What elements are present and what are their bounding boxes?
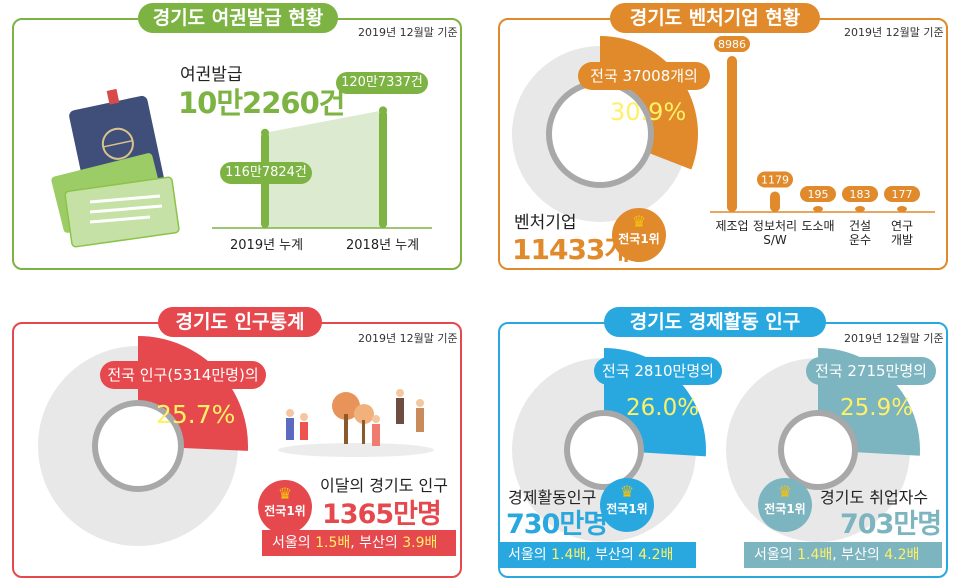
crown-icon: ♛ — [619, 482, 635, 501]
venture-datalabel-2: 195 — [808, 188, 829, 201]
passport-datalabel-1: 120만7337건 — [336, 72, 428, 94]
economic-left-compare-a: 서울의 — [508, 547, 552, 563]
economic-left-badge-text: 전국1위 — [606, 502, 648, 516]
population-compare-d: 3.9배 — [402, 535, 438, 551]
venture-xtick-3-0: 건설 — [849, 219, 871, 233]
venture-bar-4 — [897, 206, 907, 212]
venture-xtick-1-1: S/W — [763, 233, 787, 247]
venture-value: 11433개 — [512, 233, 630, 266]
economic-left-compare: 서울의 1.4배, 부산의 4.2배 — [498, 542, 696, 568]
economic-left-share: 26.0% — [626, 395, 700, 421]
economic-left-compare-d: 4.2배 — [638, 547, 674, 563]
venture-xtick-1-0: 정보처리 — [753, 219, 797, 233]
economic-right-compare-c: , 부산의 — [832, 547, 885, 563]
population-title: 경기도 인구통계 — [158, 307, 322, 337]
venture-datalabel-4: 177 — [892, 188, 913, 201]
venture-share: 30.9% — [610, 98, 687, 126]
economic-right-value: 703만명 — [840, 509, 942, 540]
passport-area — [265, 110, 383, 228]
venture-bar-3 — [855, 206, 865, 212]
venture-title: 경기도 벤처기업 현황 — [610, 3, 820, 33]
population-donut-pill: 전국 인구(5314만명)의 — [100, 361, 266, 389]
passport-chart — [212, 106, 432, 229]
passport-value: 10만2260건 — [178, 86, 345, 120]
economic-right-compare-d: 4.2배 — [884, 547, 920, 563]
economic-left-donut-pill: 전국 2810만명의 — [594, 357, 722, 385]
passport-title: 경기도 여권발급 현황 — [138, 3, 338, 33]
passport-bar-1 — [379, 110, 387, 228]
venture-donut-pill: 전국 37008개의 — [578, 62, 710, 90]
passport-xtick-1: 2018년 누계 — [346, 238, 420, 253]
economic-right-compare-a: 서울의 — [754, 547, 798, 563]
population-label: 이달의 경기도 인구 — [320, 476, 448, 495]
venture-xtick-3-1: 운수 — [849, 233, 871, 247]
venture-xtick-4-1: 개발 — [891, 233, 913, 247]
economic-right-compare-b: 1.4배 — [797, 547, 833, 563]
venture-datalabel-1: 1179 — [761, 174, 789, 187]
population-compare: 서울의 1.5배, 부산의 3.9배 — [262, 530, 456, 556]
venture-badge-text: 전국1위 — [618, 232, 660, 246]
passport-basis: 2019년 12월말 기준 — [358, 26, 458, 39]
people-illustration-icon — [278, 389, 434, 457]
population-rank-badge: ♛ 전국1위 — [258, 480, 312, 534]
passport-point-1 — [379, 106, 387, 115]
venture-xtick-0-0: 제조업 — [715, 219, 748, 233]
population-value: 1365만명 — [322, 499, 442, 530]
venture-datalabel-pill-2 — [800, 186, 836, 202]
crown-icon: ♛ — [277, 484, 293, 503]
venture-basis: 2019년 12월말 기준 — [844, 26, 944, 39]
economic-basis: 2019년 12월말 기준 — [844, 332, 944, 345]
economic-left-compare-b: 1.4배 — [551, 547, 587, 563]
venture-xtick-2-0: 도소매 — [801, 219, 834, 233]
passport-xtick-0: 2019년 누계 — [230, 238, 304, 253]
passport-point-0 — [261, 128, 269, 137]
population-compare-a: 서울의 — [272, 535, 316, 551]
venture-datalabel-pill-3 — [842, 186, 878, 202]
venture-datalabel-pill-4 — [884, 186, 920, 202]
ticket-icon — [51, 153, 180, 248]
economic-right-share: 25.9% — [840, 395, 914, 421]
population-compare-c: , 부산의 — [350, 535, 403, 551]
passport-label: 여권발급 — [180, 65, 243, 85]
venture-xtick-4-0: 연구 — [891, 219, 913, 233]
economic-right-rank-badge: ♛ 전국1위 — [758, 478, 812, 532]
venture-datalabel-3: 183 — [850, 188, 871, 201]
population-badge-text: 전국1위 — [264, 504, 306, 518]
venture-bar-2 — [813, 206, 823, 212]
venture-datalabel-pill-0 — [714, 36, 750, 52]
venture-datalabel-pill-1 — [757, 171, 793, 188]
economic-right-badge-text: 전국1위 — [764, 502, 806, 516]
economic-title: 경기도 경제활동 인구 — [604, 307, 826, 337]
economic-right-compare: 서울의 1.4배, 부산의 4.2배 — [744, 542, 942, 568]
economic-left-compare-c: , 부산의 — [586, 547, 639, 563]
economic-left-rank-badge: ♛ 전국1위 — [600, 478, 654, 532]
venture-bar-1 — [770, 191, 780, 212]
population-share: 25.7% — [156, 400, 236, 429]
crown-icon: ♛ — [777, 482, 793, 501]
economic-left-value: 730만명 — [506, 509, 608, 540]
venture-datalabel-0: 8986 — [718, 38, 746, 51]
crown-icon: ♛ — [631, 212, 647, 231]
venture-rank-badge: ♛ 전국1위 — [612, 208, 666, 262]
passport-datalabel-0: 116만7824건 — [220, 162, 312, 184]
population-compare-b: 1.5배 — [315, 535, 351, 551]
venture-bar-0 — [727, 56, 737, 212]
population-basis: 2019년 12월말 기준 — [358, 332, 458, 345]
economic-right-donut-pill: 전국 2715만명의 — [806, 357, 936, 385]
